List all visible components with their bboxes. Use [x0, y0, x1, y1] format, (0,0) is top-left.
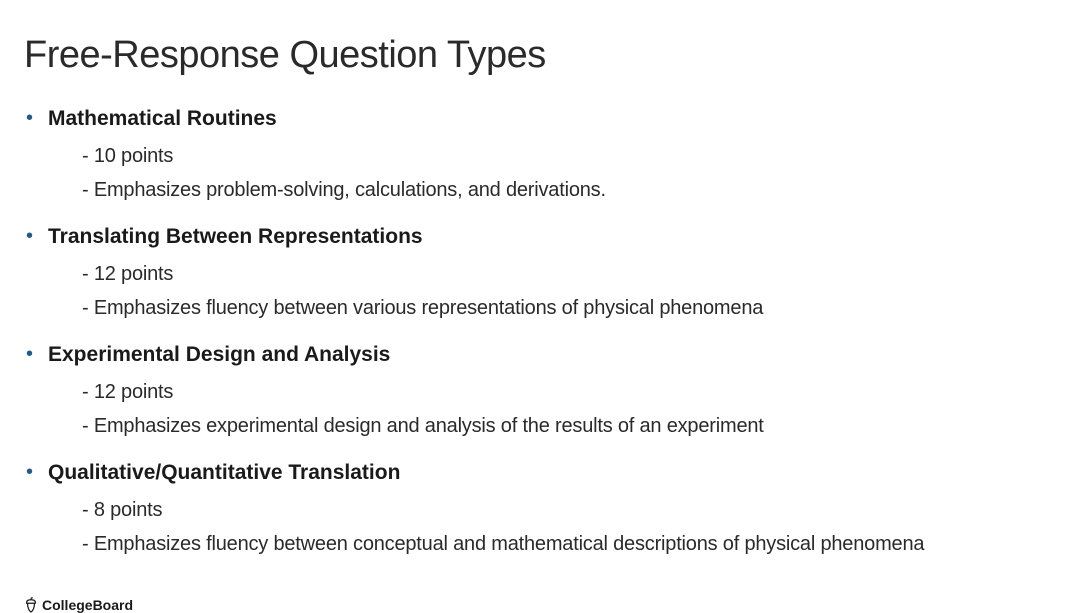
item-emphasis: Emphasizes experimental design and analy…	[82, 409, 1056, 443]
content-area: Mathematical Routines 10 points Emphasiz…	[24, 105, 1056, 577]
item-emphasis: Emphasizes problem-solving, calculations…	[82, 173, 1056, 207]
acorn-icon	[24, 597, 38, 613]
question-types-list: Mathematical Routines 10 points Emphasiz…	[24, 105, 1056, 561]
item-points: 10 points	[82, 139, 1056, 173]
slide-title: Free-Response Question Types	[24, 34, 1056, 77]
list-item: Translating Between Representations 12 p…	[48, 223, 1056, 325]
list-item: Mathematical Routines 10 points Emphasiz…	[48, 105, 1056, 207]
item-emphasis: Emphasizes fluency between conceptual an…	[82, 527, 1056, 561]
list-item: Experimental Design and Analysis 12 poin…	[48, 341, 1056, 443]
item-points: 12 points	[82, 257, 1056, 291]
item-title: Experimental Design and Analysis	[48, 341, 1056, 369]
item-sub: 8 points Emphasizes fluency between conc…	[48, 493, 1056, 561]
item-points: 12 points	[82, 375, 1056, 409]
footer-brand: CollegeBoard	[42, 597, 133, 613]
item-sub: 12 points Emphasizes fluency between var…	[48, 257, 1056, 325]
item-sub: 12 points Emphasizes experimental design…	[48, 375, 1056, 443]
item-title: Mathematical Routines	[48, 105, 1056, 133]
item-title: Translating Between Representations	[48, 223, 1056, 251]
item-title: Qualitative/Quantitative Translation	[48, 459, 1056, 487]
item-emphasis: Emphasizes fluency between various repre…	[82, 291, 1056, 325]
item-points: 8 points	[82, 493, 1056, 527]
item-sub: 10 points Emphasizes problem-solving, ca…	[48, 139, 1056, 207]
footer: CollegeBoard	[24, 597, 1056, 613]
list-item: Qualitative/Quantitative Translation 8 p…	[48, 459, 1056, 561]
